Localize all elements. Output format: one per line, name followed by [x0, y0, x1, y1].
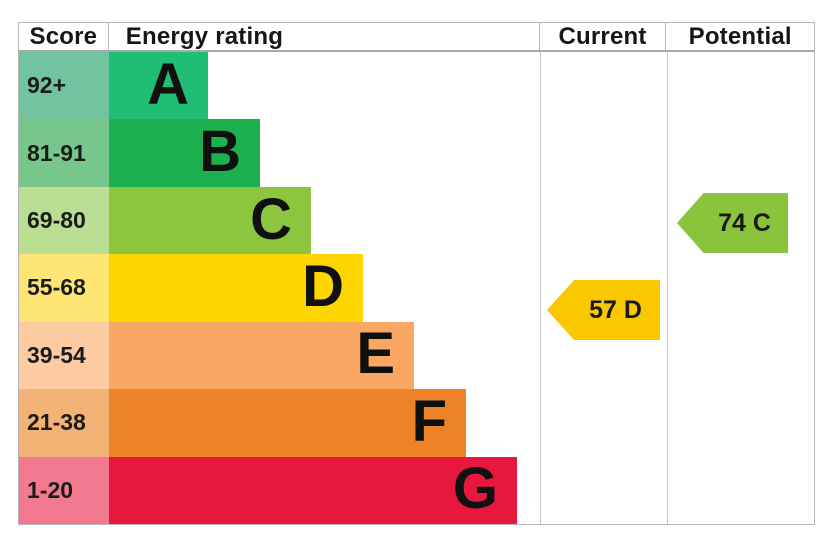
band-row-d: 55-68 D	[19, 253, 814, 322]
band-row-g: 1-20 G	[19, 456, 814, 524]
band-row-b: 81-91 B	[19, 119, 814, 187]
band-bar-f: F	[109, 388, 466, 457]
rating-table: Score Energy rating Current Potential 92…	[18, 22, 815, 525]
header-score: Score	[19, 23, 109, 52]
score-range-e: 39-54	[19, 321, 109, 390]
current-arrow-label: 57 D	[589, 295, 642, 324]
header-potential: Potential	[666, 23, 814, 52]
score-range-d: 55-68	[19, 254, 109, 322]
potential-arrow-label: 74 C	[718, 208, 771, 237]
band-letter-c: C	[250, 186, 292, 252]
band-bar-c: C	[109, 186, 311, 255]
band-row-a: 92+ A	[19, 51, 814, 120]
potential-column-divider	[667, 52, 668, 524]
current-column-divider	[540, 52, 541, 524]
band-letter-d: D	[302, 253, 344, 319]
current-arrow: 57 D	[547, 280, 660, 340]
bands-area: 92+ A 81-91 B 69-80 C 55-68 D 39-54 E 21…	[19, 52, 814, 524]
band-row-f: 21-38 F	[19, 388, 814, 457]
potential-arrow: 74 C	[677, 193, 788, 253]
table-header: Score Energy rating Current Potential	[19, 23, 814, 52]
band-bar-d: D	[109, 253, 363, 322]
header-energy-rating: Energy rating	[108, 23, 540, 52]
band-letter-b: B	[199, 119, 241, 185]
score-range-f: 21-38	[19, 389, 109, 457]
score-range-b: 81-91	[19, 119, 109, 187]
band-bar-e: E	[109, 321, 414, 390]
band-letter-g: G	[452, 456, 498, 522]
band-bar-g: G	[109, 456, 517, 524]
score-range-a: 92+	[19, 52, 109, 120]
band-bar-b: B	[109, 119, 260, 187]
band-letter-e: E	[356, 321, 395, 387]
band-row-e: 39-54 E	[19, 321, 814, 390]
score-range-g: 1-20	[19, 456, 109, 524]
header-current: Current	[539, 23, 667, 52]
band-row-c: 69-80 C	[19, 186, 814, 255]
band-bar-a: A	[109, 51, 208, 120]
score-range-c: 69-80	[19, 186, 109, 255]
band-letter-f: F	[411, 388, 447, 454]
band-letter-a: A	[147, 51, 189, 117]
